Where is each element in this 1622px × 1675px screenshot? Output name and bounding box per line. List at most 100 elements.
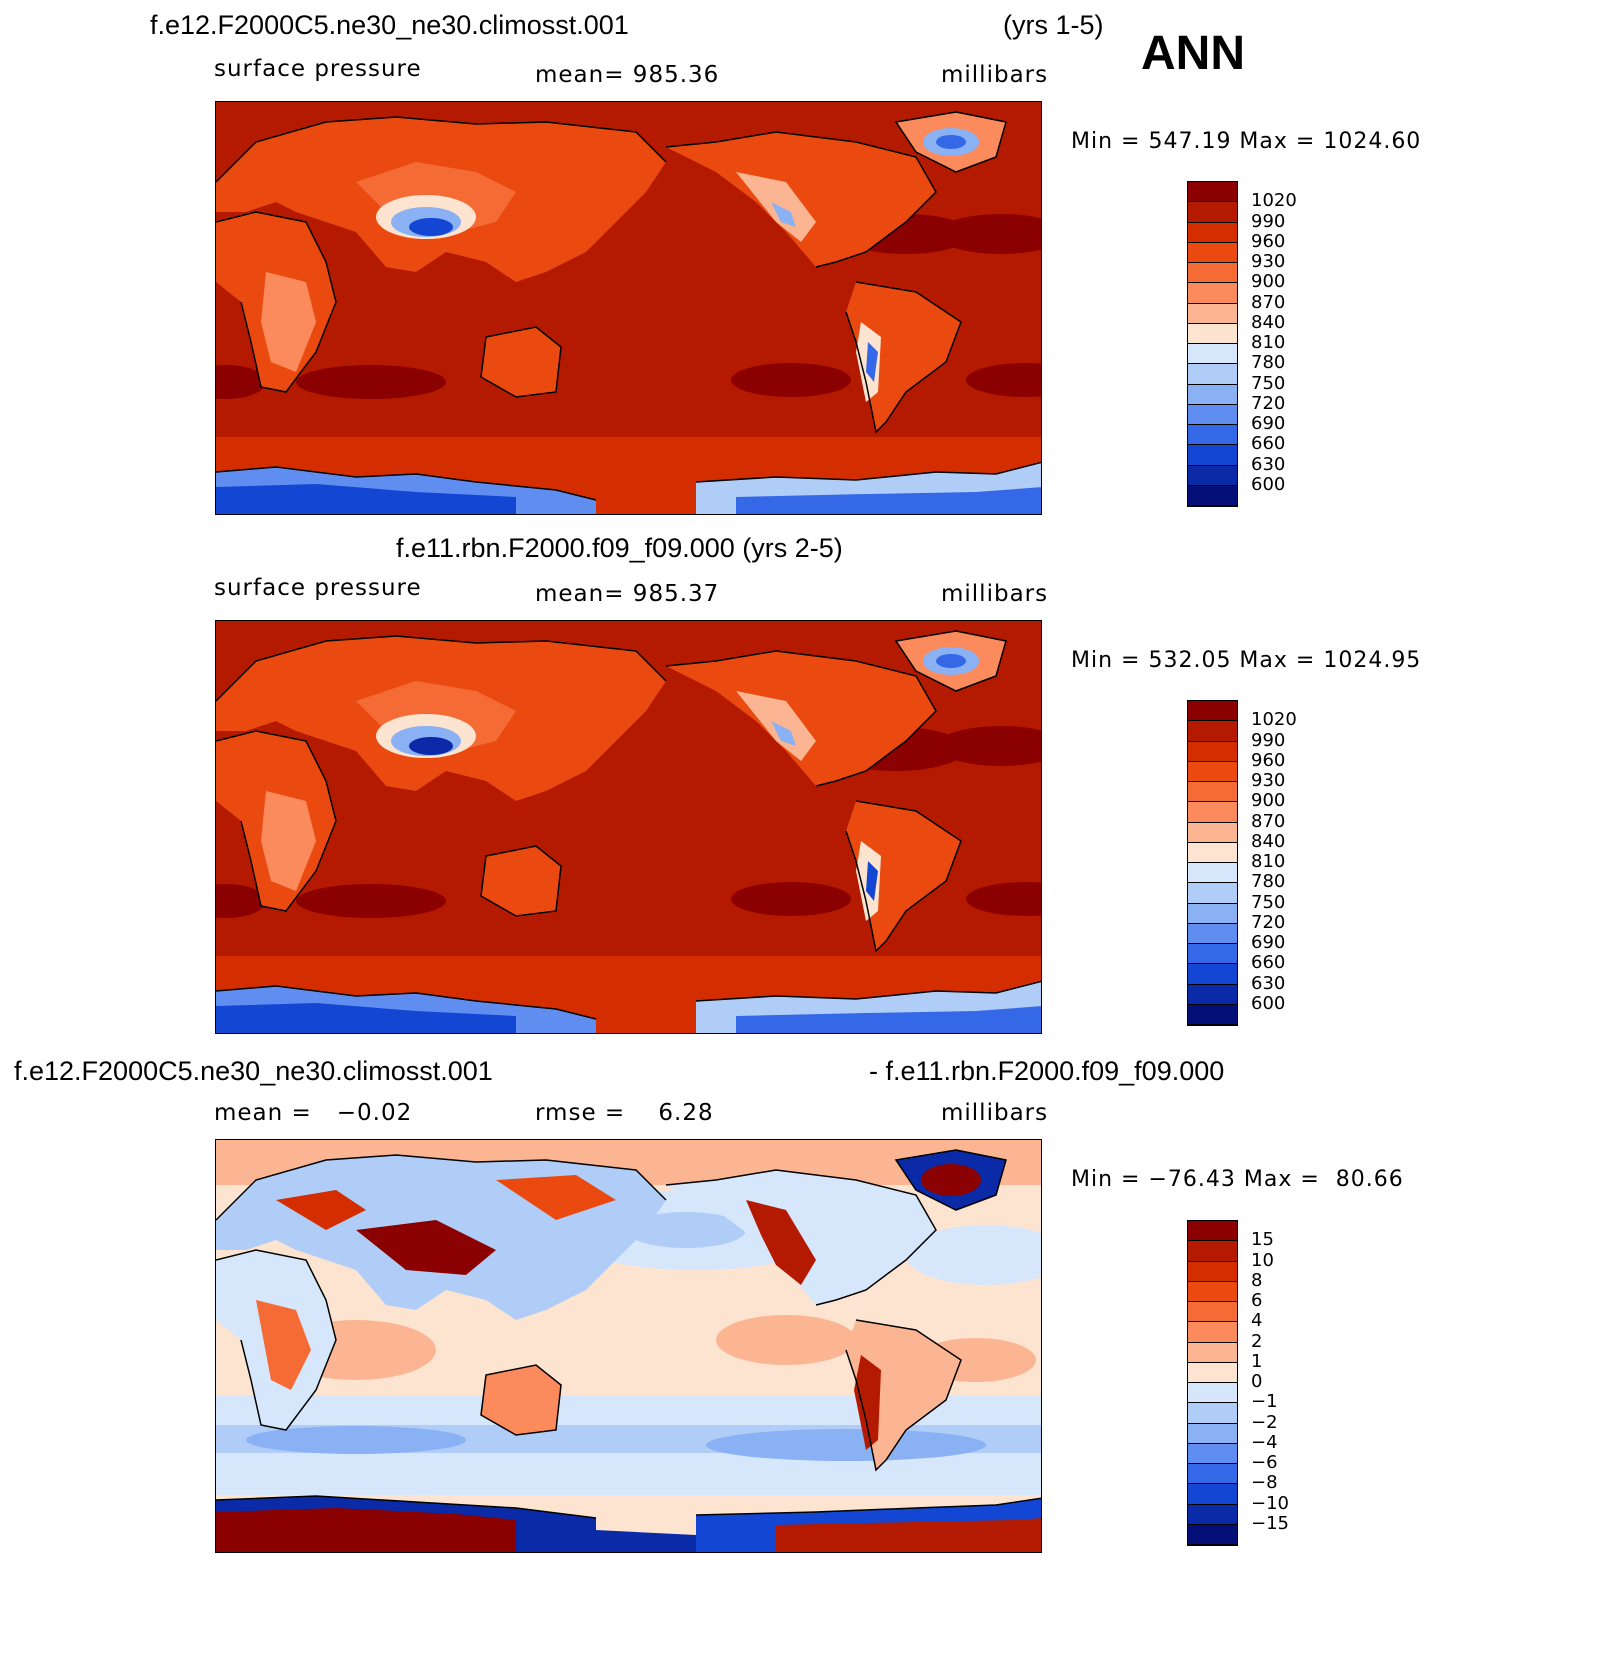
colorbar-label: 810 (1251, 851, 1286, 872)
colorbar-label: 10 (1251, 1249, 1274, 1271)
colorbar-swatch (1188, 903, 1237, 924)
colorbar-swatch (1188, 842, 1237, 863)
colorbar-swatch (1188, 1464, 1237, 1485)
panel3-rmse: rmse = 6.28 (535, 1100, 714, 1126)
colorbar-label: −1 (1251, 1391, 1278, 1413)
colorbar-swatch (1188, 202, 1237, 223)
colorbar-label: 720 (1251, 911, 1286, 933)
colorbar-swatch (1188, 364, 1237, 385)
colorbar-label: −15 (1251, 1512, 1289, 1534)
colorbar-swatch (1188, 984, 1237, 1005)
colorbar-label: −2 (1251, 1411, 1278, 1433)
colorbar-swatch (1188, 822, 1237, 843)
panel1-mean: mean= 985.36 (535, 62, 720, 88)
colorbar-label: 720 (1251, 392, 1286, 414)
panel2-colorbar-swatches (1187, 700, 1238, 1026)
colorbar-swatch (1188, 1302, 1237, 1323)
colorbar-swatch (1188, 741, 1237, 762)
colorbar-swatch (1188, 1342, 1237, 1363)
colorbar-label: 1020 (1251, 190, 1297, 212)
colorbar-label: 750 (1251, 372, 1286, 394)
colorbar-swatch (1188, 1322, 1237, 1343)
colorbar-swatch (1188, 283, 1237, 304)
colorbar-label: 780 (1251, 352, 1286, 374)
colorbar-swatch (1188, 425, 1237, 446)
panel1-units: millibars (941, 62, 1049, 88)
colorbar-swatch (1188, 1362, 1237, 1383)
colorbar-swatch (1188, 721, 1237, 742)
colorbar-swatch (1188, 883, 1237, 904)
colorbar-label: 780 (1251, 871, 1286, 893)
colorbar-swatch (1188, 384, 1237, 405)
colorbar-label: 660 (1251, 433, 1286, 455)
colorbar-swatch (1188, 222, 1237, 243)
colorbar-swatch (1188, 944, 1237, 965)
panel2-map (215, 620, 1042, 1034)
colorbar-label: 900 (1251, 790, 1286, 812)
panel1-title-left: f.e12.F2000C5.ne30_ne30.climosst.001 (150, 10, 629, 40)
panel1-colorbar-swatches (1187, 181, 1238, 507)
colorbar-label: 690 (1251, 932, 1286, 953)
panel3-minmax: Min = −76.43 Max = 80.66 (1071, 1167, 1404, 1192)
panel1-minmax: Min = 547.19 Max = 1024.60 (1071, 129, 1422, 154)
colorbar-label: 840 (1251, 830, 1286, 852)
colorbar-label: 930 (1251, 770, 1286, 791)
colorbar-swatch (1188, 404, 1237, 425)
panel1-title-right: (yrs 1-5) (1003, 10, 1104, 40)
panel3-title-right: - f.e11.rbn.F2000.f09_f09.000 (869, 1056, 1225, 1086)
panel1-variable: surface pressure (214, 56, 422, 82)
colorbar-swatch (1188, 1261, 1237, 1282)
colorbar-swatch (1188, 761, 1237, 782)
panel3-units: millibars (941, 1100, 1049, 1126)
colorbar-label: −10 (1251, 1492, 1289, 1514)
colorbar-label: 840 (1251, 311, 1286, 333)
colorbar-label: 0 (1251, 1371, 1263, 1392)
colorbar-label: 1 (1251, 1350, 1263, 1372)
colorbar-swatch (1188, 863, 1237, 884)
colorbar-swatch (1188, 1221, 1237, 1242)
colorbar-swatch (1188, 1504, 1237, 1525)
colorbar-swatch (1188, 1281, 1237, 1302)
panel2-minmax: Min = 532.05 Max = 1024.95 (1071, 648, 1422, 673)
colorbar-swatch (1188, 923, 1237, 944)
colorbar-label: 750 (1251, 891, 1286, 913)
colorbar-swatch (1188, 964, 1237, 985)
colorbar-swatch (1188, 1383, 1237, 1404)
colorbar-label: −8 (1251, 1472, 1278, 1494)
colorbar-swatch (1188, 445, 1237, 466)
colorbar-swatch (1188, 263, 1237, 284)
colorbar-label: 990 (1251, 729, 1286, 751)
colorbar-label: 660 (1251, 952, 1286, 974)
colorbar-swatch (1188, 1524, 1237, 1545)
panel2-units: millibars (941, 581, 1049, 607)
colorbar-label: 960 (1251, 749, 1286, 771)
panel1-map (215, 101, 1042, 515)
panel2-title: f.e11.rbn.F2000.f09_f09.000 (yrs 2-5) (396, 533, 843, 563)
colorbar-swatch (1188, 701, 1237, 722)
colorbar-swatch (1188, 303, 1237, 324)
colorbar-label: 600 (1251, 473, 1286, 495)
colorbar-swatch (1188, 1004, 1237, 1025)
colorbar-label: 870 (1251, 810, 1286, 832)
panel1-pressure-field (216, 102, 1041, 514)
colorbar-label: 930 (1251, 251, 1286, 272)
colorbar-label: 600 (1251, 992, 1286, 1014)
panel2-mean: mean= 985.37 (535, 581, 720, 607)
colorbar-label: 630 (1251, 453, 1286, 475)
colorbar-swatch (1188, 1423, 1237, 1444)
panel2-variable: surface pressure (214, 575, 422, 601)
colorbar-swatch (1188, 465, 1237, 486)
colorbar-swatch (1188, 182, 1237, 203)
panel3-title-left: f.e12.F2000C5.ne30_ne30.climosst.001 (14, 1056, 493, 1086)
colorbar-swatch (1188, 782, 1237, 803)
panel2-pressure-field (216, 621, 1041, 1033)
colorbar-label: 690 (1251, 413, 1286, 434)
panel3-difference-field (216, 1140, 1041, 1552)
colorbar-swatch (1188, 323, 1237, 344)
colorbar-label: 4 (1251, 1310, 1263, 1332)
colorbar-label: −4 (1251, 1431, 1278, 1453)
colorbar-swatch (1188, 1484, 1237, 1505)
colorbar-label: 1020 (1251, 709, 1297, 731)
panel3-map (215, 1139, 1042, 1553)
colorbar-swatch (1188, 802, 1237, 823)
